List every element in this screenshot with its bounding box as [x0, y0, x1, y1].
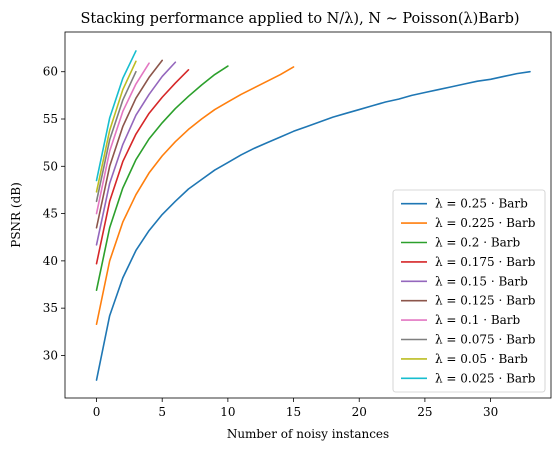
- x-tick-label: 25: [417, 405, 432, 419]
- legend-label: λ = 0.25 · Barb: [435, 197, 528, 211]
- series-line-0: [95, 70, 531, 381]
- y-tick-label: 30: [43, 348, 58, 362]
- series-line-3: [95, 69, 190, 265]
- legend-label: λ = 0.2 · Barb: [435, 236, 521, 250]
- series-line-4: [95, 61, 177, 246]
- series-line-5: [95, 59, 163, 229]
- x-tick-label: 10: [220, 405, 235, 419]
- y-tick-label: 35: [43, 301, 58, 315]
- y-tick-label: 60: [43, 65, 58, 79]
- series-line-8: [95, 60, 137, 193]
- y-tick-label: 40: [43, 254, 58, 268]
- legend-frame: [392, 189, 546, 393]
- legend-label: λ = 0.05 · Barb: [435, 352, 528, 366]
- legend-label: λ = 0.075 · Barb: [435, 333, 536, 347]
- legend-label: λ = 0.225 · Barb: [435, 216, 536, 230]
- x-tick-label: 0: [93, 405, 101, 419]
- y-tick-label: 55: [43, 112, 58, 126]
- series-line-2: [95, 65, 229, 291]
- x-tick-label: 30: [483, 405, 498, 419]
- y-axis-ticks: 30 35 40 45 50 55 60: [43, 65, 65, 362]
- x-tick-label: 15: [286, 405, 301, 419]
- y-axis-label: PSNR (dB): [9, 182, 23, 248]
- x-tick-label: 20: [352, 405, 367, 419]
- y-tick-label: 45: [43, 207, 58, 221]
- legend-label: λ = 0.025 · Barb: [435, 371, 536, 385]
- x-axis-label: Number of noisy instances: [227, 427, 389, 441]
- plot-frame: [64, 31, 552, 399]
- x-tick-label: 5: [158, 405, 166, 419]
- series-line-1: [95, 66, 295, 326]
- series-line-7: [95, 70, 137, 203]
- y-tick-label: 50: [43, 159, 58, 173]
- chart-title: Stacking performance applied to N/λ), N …: [80, 11, 519, 27]
- series-line-9: [95, 50, 137, 182]
- series-lines: [95, 50, 531, 381]
- legend-label: λ = 0.15 · Barb: [435, 274, 528, 288]
- legend-label: λ = 0.125 · Barb: [435, 294, 536, 308]
- legend: λ = 0.25 · Barb λ = 0.225 · Barb λ = 0.2 ·…: [392, 189, 546, 393]
- series-line-6: [95, 62, 150, 215]
- legend-label: λ = 0.175 · Barb: [435, 255, 536, 269]
- x-axis-ticks: 0 5 10 15 20 25 30: [93, 398, 498, 419]
- legend-label: λ = 0.1 · Barb: [435, 313, 521, 327]
